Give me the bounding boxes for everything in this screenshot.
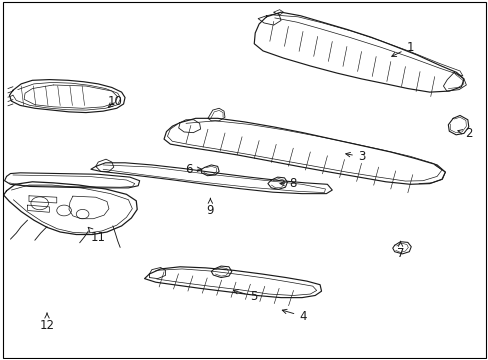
Text: 4: 4 bbox=[282, 309, 306, 323]
Text: 2: 2 bbox=[457, 127, 471, 140]
Text: 6: 6 bbox=[184, 163, 201, 176]
Polygon shape bbox=[447, 116, 468, 135]
Polygon shape bbox=[96, 159, 114, 171]
Polygon shape bbox=[211, 266, 231, 278]
Polygon shape bbox=[149, 267, 165, 279]
Text: 10: 10 bbox=[108, 95, 122, 108]
Text: 1: 1 bbox=[391, 41, 413, 57]
Polygon shape bbox=[267, 177, 287, 189]
Polygon shape bbox=[91, 163, 331, 194]
Polygon shape bbox=[163, 118, 445, 184]
Polygon shape bbox=[207, 108, 224, 121]
Text: 8: 8 bbox=[280, 177, 296, 190]
Polygon shape bbox=[392, 242, 410, 254]
Polygon shape bbox=[144, 267, 321, 298]
Text: 12: 12 bbox=[40, 313, 54, 332]
Polygon shape bbox=[3, 182, 137, 234]
Polygon shape bbox=[443, 72, 466, 91]
Polygon shape bbox=[9, 80, 125, 113]
Polygon shape bbox=[4, 173, 140, 188]
Polygon shape bbox=[201, 165, 219, 176]
Polygon shape bbox=[254, 12, 463, 92]
Text: 9: 9 bbox=[206, 198, 214, 217]
Polygon shape bbox=[258, 13, 281, 25]
Text: 7: 7 bbox=[396, 242, 404, 260]
Text: 5: 5 bbox=[233, 289, 257, 303]
Polygon shape bbox=[273, 10, 283, 15]
Polygon shape bbox=[178, 120, 200, 133]
Text: 11: 11 bbox=[88, 227, 105, 244]
Text: 3: 3 bbox=[345, 150, 365, 163]
